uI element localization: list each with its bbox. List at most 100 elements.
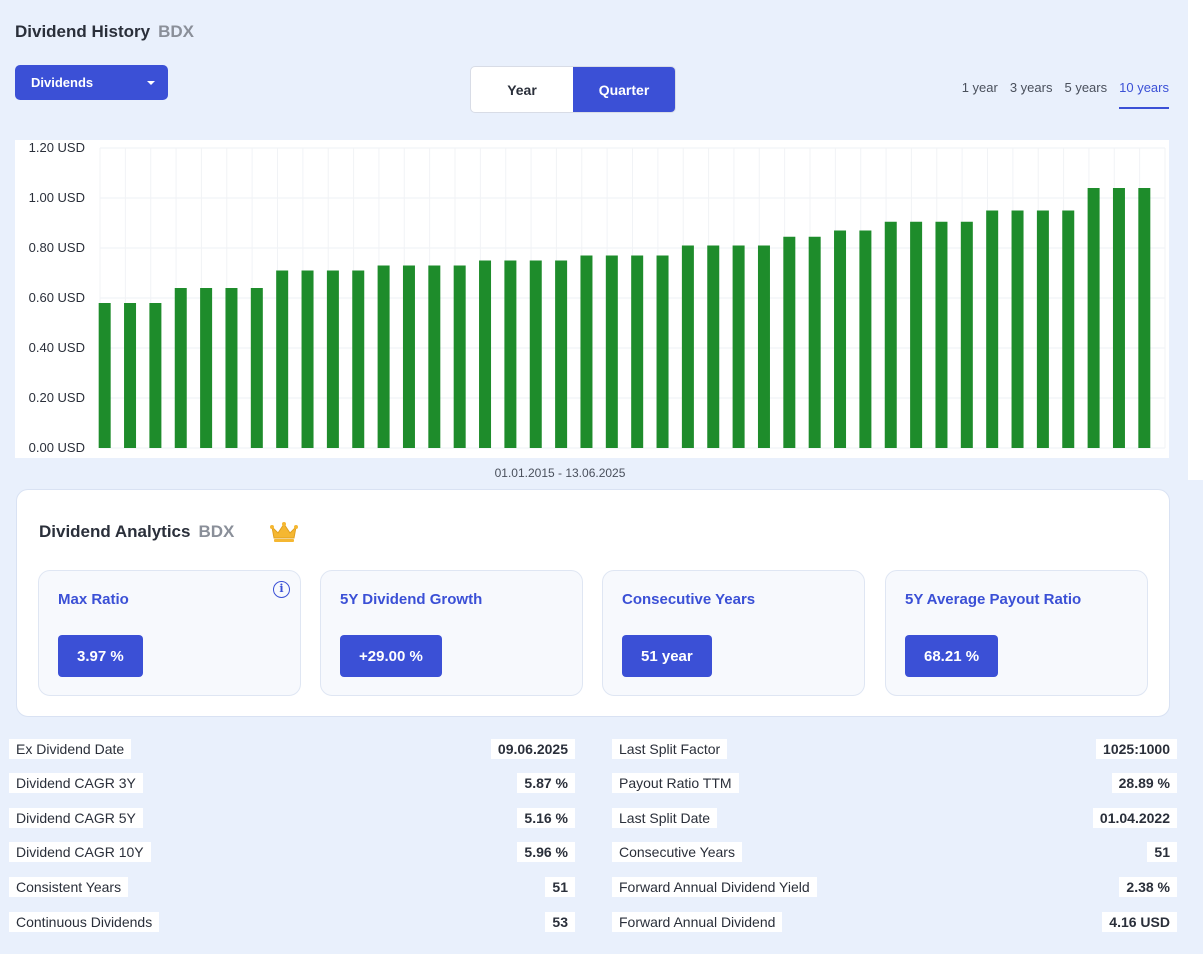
dividend-bar[interactable] [352,270,365,449]
dividend-bar[interactable] [631,255,644,449]
card-label: 5Y Dividend Growth [340,591,483,608]
card-5y-dividend-growth: 5Y Dividend Growth +29.00 % [320,570,583,696]
dividend-bar[interactable] [200,288,213,448]
card-label: Max Ratio [58,591,129,608]
y-tick-label: 0.40 USD [29,340,85,355]
chart-date-range: 01.01.2015 - 13.06.2025 [494,466,626,480]
dividend-bar[interactable] [1138,188,1151,448]
dividend-bar[interactable] [859,230,872,449]
dividend-bar[interactable] [757,245,770,449]
dividend-bar[interactable] [326,270,339,449]
stat-row: Ex Dividend Date 09.06.2025 [9,739,575,761]
dividend-bar[interactable] [605,255,618,449]
dividend-bar[interactable] [1062,210,1075,449]
card-label: Consecutive Years [622,591,756,608]
card-label: 5Y Average Payout Ratio [905,591,1082,608]
range-10-years[interactable]: 10 years [1119,80,1169,109]
range-selector: 1 year 3 years 5 years 10 years [962,80,1169,109]
dividend-bar[interactable] [377,265,390,449]
dividend-chart-svg: 1.20 USD 1.00 USD 0.80 USD 0.60 USD 0.40 USD… [29,140,1166,455]
page-title-text: Dividend History [15,22,151,41]
dividend-analytics-panel: Dividend Analytics BDX Max Ratio i 3.97 %… [16,489,1170,717]
dividend-bar[interactable] [732,245,745,449]
range-1-year[interactable]: 1 year [961,80,998,95]
stat-label: Consecutive Years [612,842,742,862]
dividend-bar[interactable] [783,236,796,448]
range-5-years[interactable]: 5 years [1064,80,1108,95]
stat-row: Consistent Years 51 [9,877,575,899]
dividend-bar[interactable] [301,270,314,449]
y-tick-label: 0.20 USD [29,390,85,405]
dividend-bar[interactable] [453,265,466,449]
card-consecutive-years: Consecutive Years 51 year [602,570,865,696]
period-toggle: Year Quarter [470,66,676,113]
stat-row: Forward Annual Dividend Yield 2.38 % [612,877,1177,899]
dividend-bar[interactable] [1011,210,1024,449]
dividend-bar[interactable] [225,288,238,448]
stat-label: Dividend CAGR 10Y [9,842,151,862]
stat-label: Consistent Years [9,877,129,897]
stat-label: Ex Dividend Date [9,739,132,759]
analytics-title: Dividend Analytics BDX [39,522,234,542]
dividend-bar[interactable] [529,260,542,449]
dividend-bar[interactable] [808,236,821,448]
dividend-bar[interactable] [960,221,973,448]
stat-row: Forward Annual Dividend 4.16 USD [612,912,1177,934]
page-title-ticker: BDX [158,22,194,41]
card-5y-average-payout-ratio: 5Y Average Payout Ratio 68.21 % [885,570,1148,696]
dividend-bar[interactable] [149,303,162,448]
stat-label: Dividend CAGR 3Y [9,773,143,793]
dividend-bar[interactable] [402,265,415,449]
dividend-bar[interactable] [174,288,187,448]
stat-row: Payout Ratio TTM 28.89 % [612,773,1177,795]
y-tick-label: 0.00 USD [29,440,85,455]
stat-row: Dividend CAGR 10Y 5.96 % [9,842,575,864]
toggle-quarter[interactable]: Quarter [573,67,675,112]
range-3-years[interactable]: 3 years [1009,80,1053,95]
dividend-bar[interactable] [910,221,923,448]
dividend-bar[interactable] [1036,210,1049,449]
stat-label: Forward Annual Dividend [612,912,783,932]
stat-value: 1025:1000 [1096,739,1177,759]
dividend-bar[interactable] [580,255,593,449]
dividend-bar[interactable] [656,255,669,449]
dividend-bar[interactable] [479,260,492,449]
stat-value: 5.96 % [517,842,575,862]
dividend-bar[interactable] [1112,188,1125,448]
dividend-bar[interactable] [504,260,517,449]
stat-value: 5.87 % [517,773,575,793]
dividend-bar[interactable] [707,245,720,449]
dividend-bar[interactable] [986,210,999,449]
stat-value: 09.06.2025 [490,739,575,759]
y-tick-label: 0.60 USD [29,290,85,305]
y-tick-label: 1.20 USD [29,140,85,155]
dividend-bar[interactable] [555,260,568,449]
crown-icon [270,522,298,542]
page-title: Dividend History BDX [15,22,194,42]
stat-label: Payout Ratio TTM [612,773,739,793]
stat-row: Continuous Dividends 53 [9,912,575,934]
metric-dropdown[interactable]: Dividends [15,65,168,100]
dividend-bar[interactable] [935,221,948,448]
card-value: 3.97 % [58,635,143,677]
stat-row: Consecutive Years 51 [612,842,1177,864]
stat-value: 2.38 % [1119,877,1177,897]
right-edge-strip [1188,0,1203,480]
dividend-bar[interactable] [124,303,137,448]
dividend-bar[interactable] [98,303,111,448]
card-value: 51 year [622,635,712,677]
dividend-bar[interactable] [884,221,897,448]
dividend-bar[interactable] [681,245,694,449]
dividend-bar[interactable] [1087,188,1100,448]
info-icon[interactable]: i [273,581,290,598]
dividend-chart: 1.20 USD 1.00 USD 0.80 USD 0.60 USD 0.40 USD… [15,140,1169,458]
toggle-year[interactable]: Year [507,81,537,98]
card-value: 68.21 % [905,635,999,677]
stat-row: Last Split Date 01.04.2022 [612,808,1177,830]
stat-label: Last Split Factor [612,739,728,759]
card-max-ratio: Max Ratio i 3.97 % [38,570,301,696]
dividend-bar[interactable] [834,230,847,449]
dividend-bar[interactable] [276,270,289,449]
dividend-bar[interactable] [250,288,263,448]
dividend-bar[interactable] [428,265,441,449]
